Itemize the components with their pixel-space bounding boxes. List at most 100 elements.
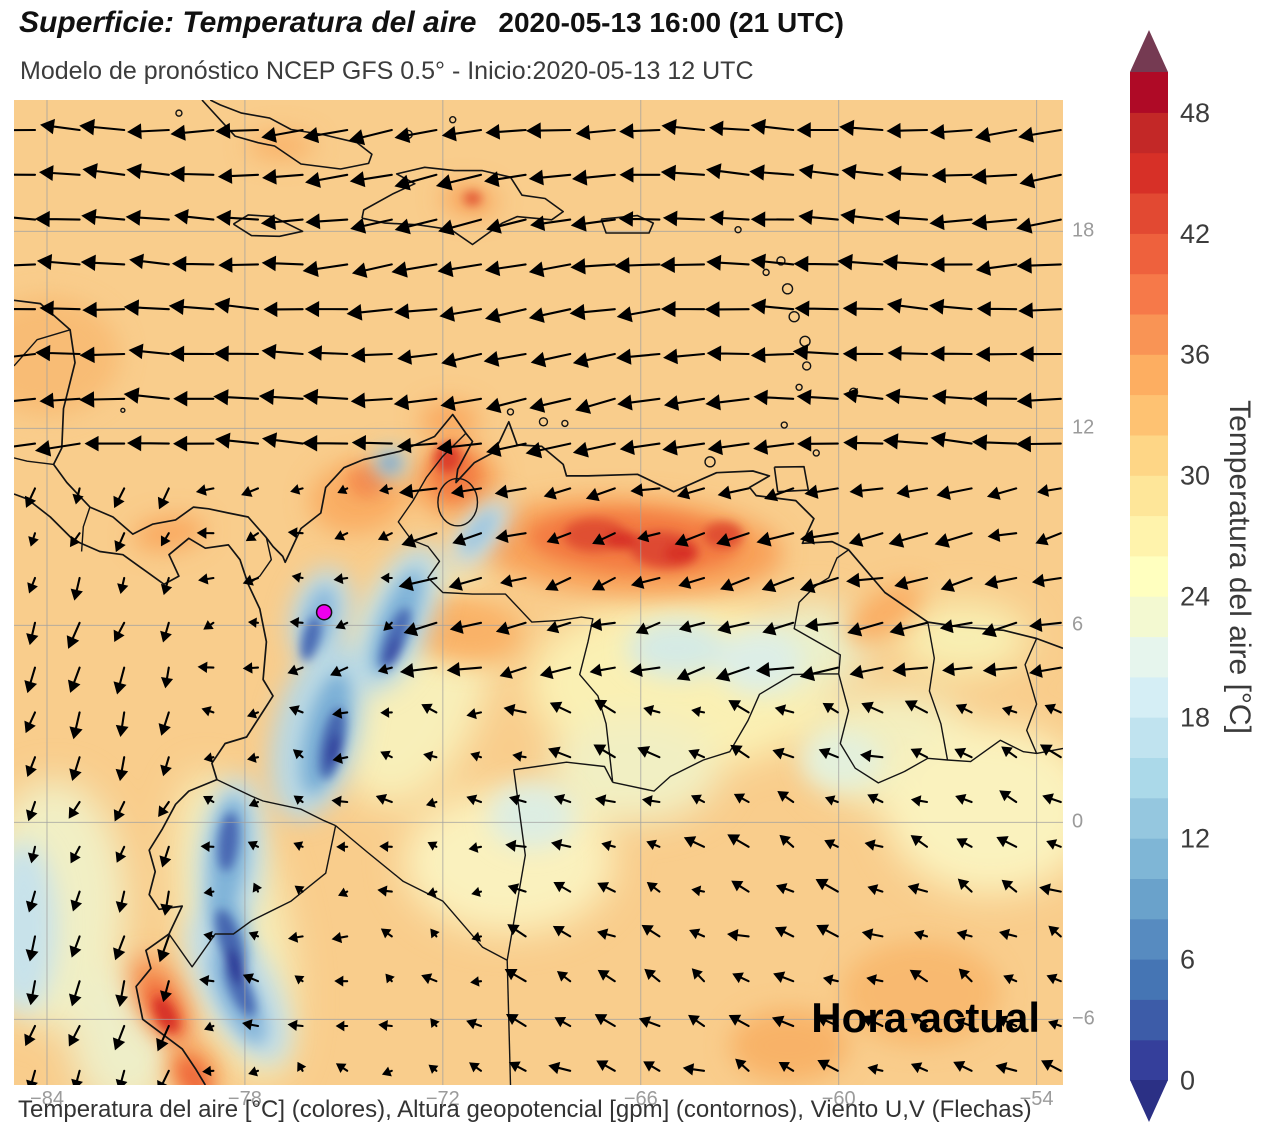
colorbar-segment: [1130, 193, 1168, 234]
wind-arrow: [38, 165, 81, 181]
wind-arrow: [287, 664, 304, 676]
wind-arrow: [126, 435, 170, 452]
country-border: [14, 457, 54, 466]
wind-arrow: [728, 1014, 750, 1028]
wind-arrow: [794, 300, 839, 317]
wind-arrow: [594, 794, 616, 807]
colorbar-tick-label: 42: [1180, 219, 1210, 249]
wind-arrow: [727, 834, 750, 848]
wind-arrow: [867, 1064, 884, 1075]
wind-arrow: [796, 389, 839, 406]
wind-arrow: [435, 173, 483, 191]
wind-arrow: [660, 164, 706, 181]
wind-arrow: [215, 122, 260, 139]
temp-blob: [461, 510, 498, 554]
wind-arrow: [36, 254, 81, 271]
wind-arrow: [34, 440, 81, 457]
figure-title: Superficie: Temperatura del aire: [19, 6, 477, 39]
wind-arrow: [955, 703, 973, 715]
colorbar-tick-label: 30: [1180, 461, 1210, 491]
wind-arrow: [635, 621, 661, 635]
wind-arrow: [203, 930, 215, 942]
wind-arrow: [616, 348, 661, 365]
island: [788, 310, 800, 323]
wind-arrow: [436, 438, 483, 456]
wind-arrow: [676, 486, 706, 500]
wind-arrow: [999, 790, 1018, 804]
wind-arrow: [485, 124, 527, 140]
wind-arrow: [115, 1069, 128, 1085]
wind-arrow: [907, 883, 929, 895]
wind-arrow: [1001, 879, 1018, 893]
wind-arrow: [396, 437, 438, 454]
wind-arrow: [160, 756, 172, 777]
wind-arrow: [1031, 573, 1062, 588]
wind-arrow: [528, 307, 572, 323]
wind-arrow: [570, 258, 616, 275]
model-subtitle: Modelo de pronóstico NCEP GFS 0.5° - Ini…: [20, 57, 754, 85]
wind-arrow: [867, 793, 884, 805]
wind-arrow: [706, 254, 750, 271]
wind-arrow: [397, 349, 438, 365]
wind-arrow: [818, 747, 839, 760]
colorbar-segment: [1130, 233, 1168, 275]
wind-arrow: [156, 1024, 170, 1052]
wind-arrow: [755, 662, 795, 678]
wind-arrow: [332, 707, 349, 719]
country-border: [14, 329, 71, 367]
x-tick-label: −54: [1019, 1088, 1054, 1110]
wind-arrow: [846, 572, 884, 588]
wind-arrow: [70, 576, 83, 601]
wind-arrow: [159, 845, 172, 868]
wind-arrow: [704, 301, 750, 318]
wind-arrow: [213, 389, 260, 406]
wind-arrow: [394, 218, 438, 235]
wind-arrow: [688, 749, 706, 760]
wind-arrow: [594, 1014, 616, 1028]
wind-arrow: [247, 840, 260, 851]
wind-arrow: [934, 532, 973, 548]
wind-arrow: [379, 483, 393, 495]
wind-arrow: [549, 701, 572, 714]
colorbar-segment: [1130, 72, 1168, 113]
wind-arrow: [129, 253, 170, 270]
wind-arrow: [691, 706, 706, 718]
wind-arrow: [953, 1061, 973, 1072]
wind-arrow: [971, 434, 1018, 451]
wind-arrow: [173, 390, 215, 407]
colorbar-label: Temperatura del aire [°C]: [1223, 399, 1256, 734]
wind-arrow: [887, 165, 929, 182]
wind-arrow: [797, 436, 839, 452]
wind-arrow: [484, 307, 527, 324]
wind-arrow: [779, 834, 795, 848]
wind-arrow: [380, 707, 393, 718]
wind-arrow: [380, 750, 393, 761]
wind-arrow: [378, 1020, 393, 1031]
wind-arrow: [287, 1019, 304, 1031]
wind-arrow: [68, 800, 81, 819]
wind-arrow: [394, 173, 438, 191]
wind-arrow: [437, 260, 483, 278]
wind-arrow: [530, 351, 572, 368]
wind-arrow: [14, 263, 37, 267]
wind-arrow: [203, 752, 215, 763]
wind-arrow: [246, 708, 260, 719]
wind-arrow: [939, 619, 973, 634]
wind-arrow: [394, 303, 438, 320]
country-border: [793, 549, 850, 674]
wind-arrow: [975, 260, 1018, 276]
wind-arrow: [1016, 392, 1062, 409]
wind-arrow: [446, 662, 483, 677]
wind-arrow: [956, 929, 973, 941]
wind-arrow: [69, 711, 83, 740]
wind-arrow: [597, 882, 616, 893]
wind-arrow: [68, 980, 82, 1007]
country-border: [216, 778, 336, 827]
wind-arrow: [546, 620, 572, 634]
wind-arrow: [14, 216, 37, 221]
wind-arrow: [1001, 746, 1018, 759]
wind-arrow: [930, 256, 973, 273]
wind-arrow: [705, 394, 750, 411]
wind-arrow: [486, 441, 527, 457]
wind-arrow: [771, 1015, 795, 1028]
